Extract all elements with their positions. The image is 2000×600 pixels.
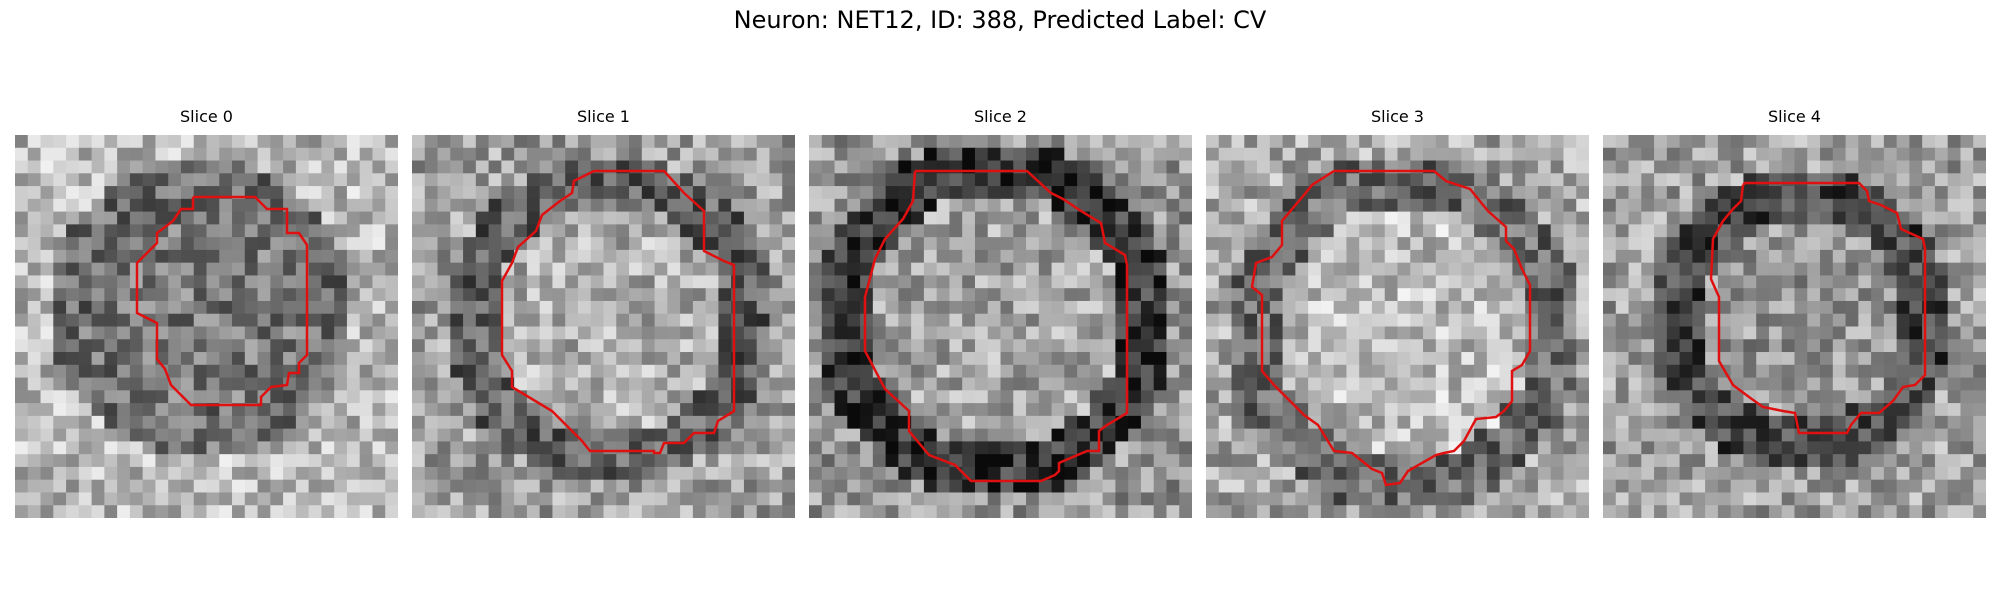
roi-contour-3 [1250,169,1532,487]
slice-pixels-3 [1206,135,1589,518]
slice-panel-4: Slice 4 [1603,107,1986,518]
slice-image-2 [809,135,1192,518]
slice-title-1: Slice 1 [577,107,630,126]
slice-title-4: Slice 4 [1768,107,1821,126]
slice-image-1 [412,135,795,518]
slice-title-3: Slice 3 [1371,107,1424,126]
slice-panel-3: Slice 3 [1206,107,1589,518]
slice-pixels-1 [412,135,795,518]
slice-image-0 [15,135,398,518]
slice-pixels-0 [15,135,398,518]
slice-pixels-4 [1603,135,1986,518]
slice-panel-1: Slice 1 [412,107,795,518]
slice-panel-0: Slice 0 [15,107,398,518]
slice-pixels-2 [809,135,1192,518]
roi-contour-4 [1709,181,1927,435]
slice-title-2: Slice 2 [974,107,1027,126]
slice-image-3 [1206,135,1589,518]
roi-contour-1 [500,169,736,455]
slice-image-4 [1603,135,1986,518]
figure-title: Neuron: NET12, ID: 388, Predicted Label:… [733,6,1267,34]
roi-contour-0 [135,195,309,407]
slice-panel-2: Slice 2 [809,107,1192,518]
slice-title-0: Slice 0 [180,107,233,126]
roi-contour-2 [863,169,1129,483]
